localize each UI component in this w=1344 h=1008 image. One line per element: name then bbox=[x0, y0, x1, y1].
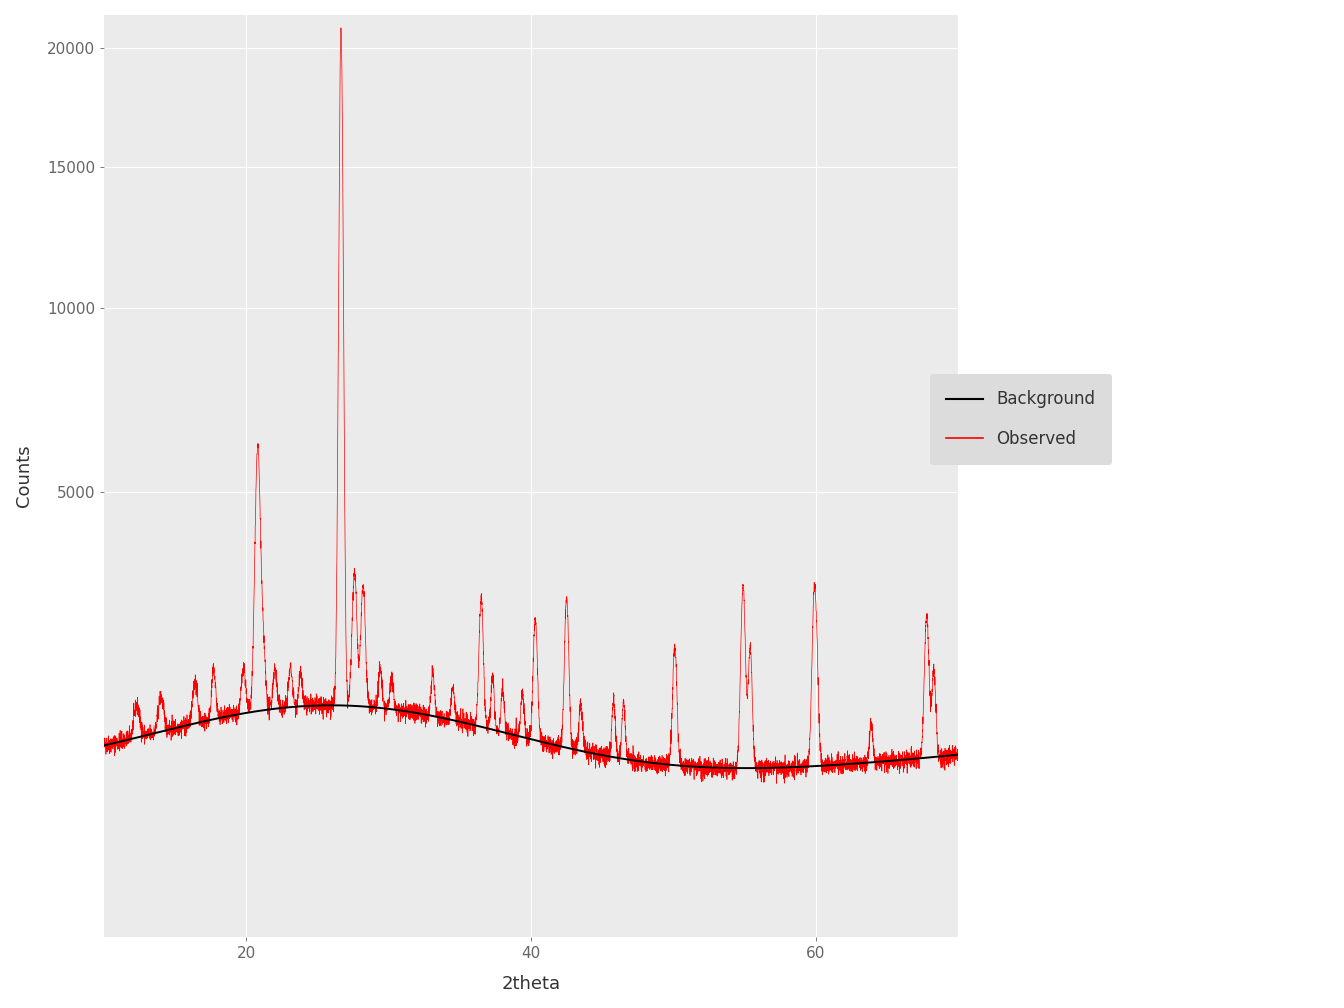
Background bbox=[304, 700, 320, 712]
Background bbox=[418, 709, 434, 721]
Observed bbox=[95, 737, 112, 749]
Background bbox=[298, 700, 314, 712]
Y-axis label: Counts: Counts bbox=[15, 445, 34, 507]
Observed bbox=[418, 703, 434, 715]
Background bbox=[95, 740, 112, 752]
Legend: Background, Observed: Background, Observed bbox=[930, 374, 1111, 465]
Observed bbox=[304, 697, 320, 709]
Line: Background: Background bbox=[103, 706, 958, 768]
X-axis label: 2theta: 2theta bbox=[501, 975, 560, 993]
Background bbox=[950, 749, 966, 761]
Observed bbox=[298, 710, 314, 722]
Background bbox=[943, 749, 960, 761]
Background bbox=[478, 722, 495, 734]
Background bbox=[323, 700, 339, 712]
Background bbox=[738, 762, 754, 774]
Observed bbox=[478, 716, 495, 728]
Observed bbox=[950, 754, 966, 766]
Observed bbox=[333, 22, 349, 34]
Observed bbox=[769, 777, 785, 789]
Line: Observed: Observed bbox=[103, 28, 958, 783]
Observed bbox=[294, 681, 310, 694]
Observed bbox=[943, 746, 960, 758]
Background bbox=[294, 701, 310, 713]
